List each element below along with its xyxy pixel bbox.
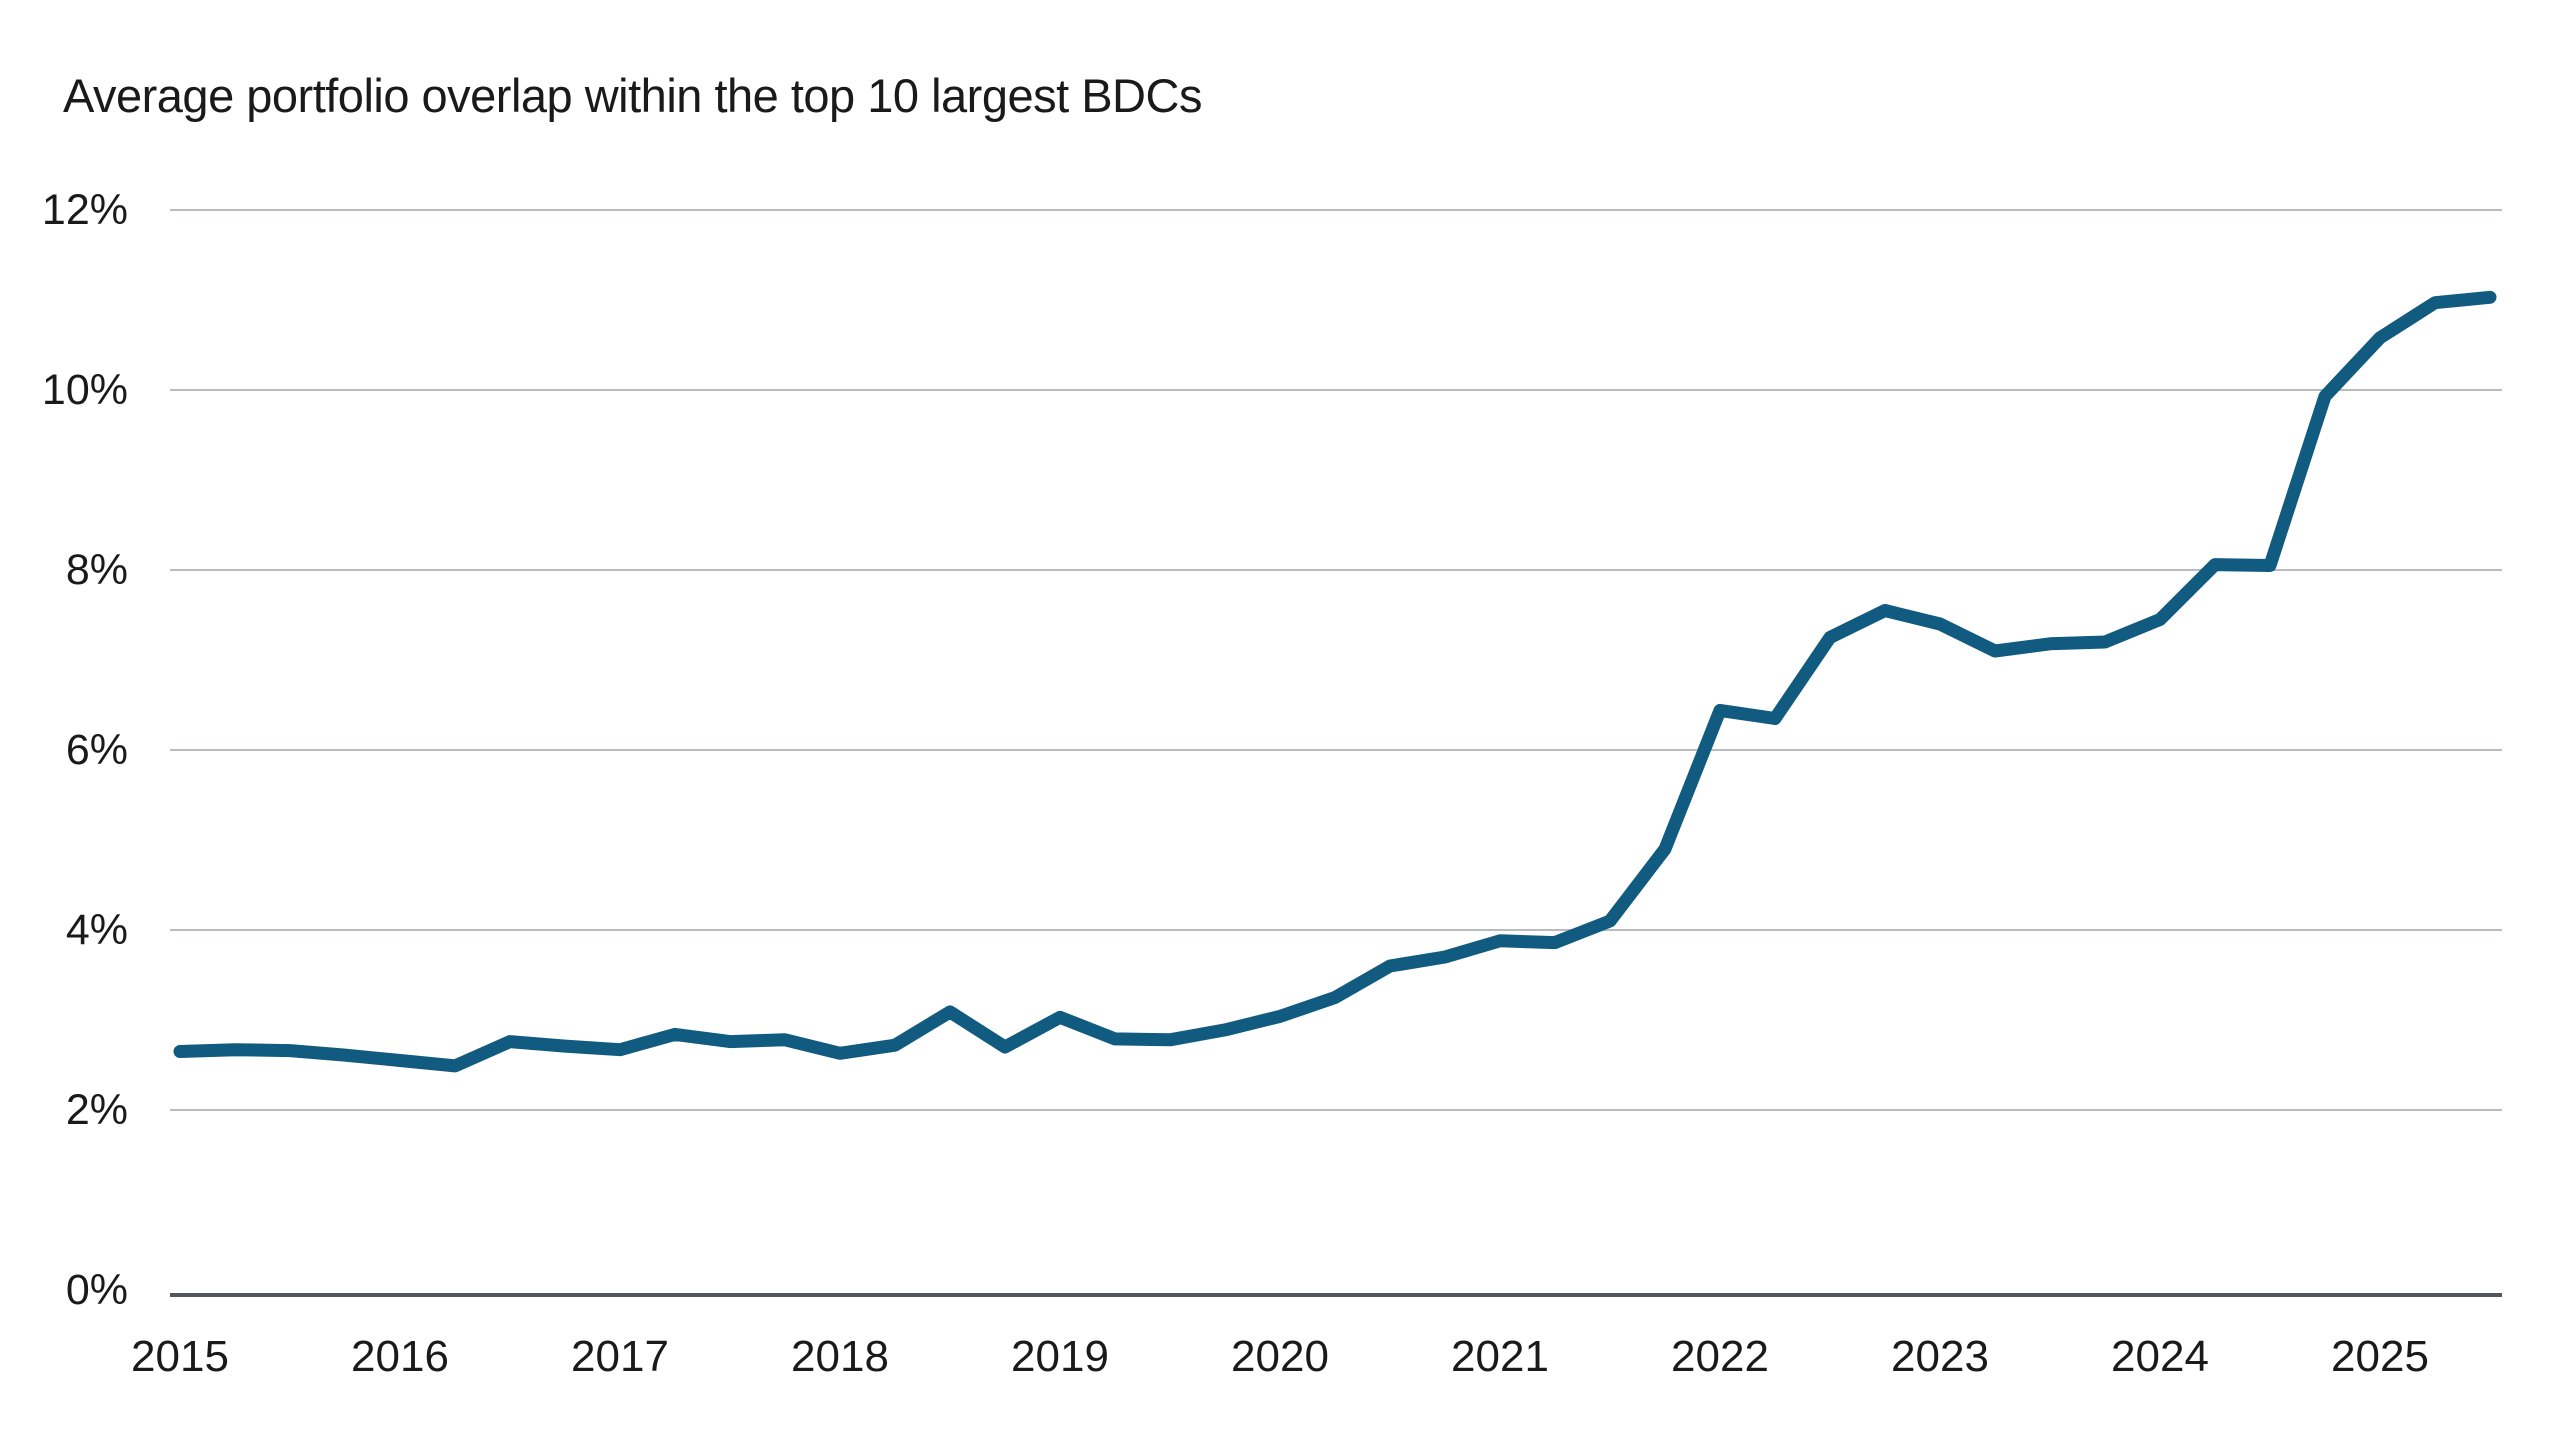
x-tick-label: 2020 xyxy=(1231,1332,1329,1381)
x-tick-label: 2025 xyxy=(2331,1332,2429,1381)
y-tick-label: 6% xyxy=(65,726,128,774)
y-tick-label: 8% xyxy=(65,546,128,594)
x-tick-label: 2018 xyxy=(791,1332,889,1381)
x-tick-label: 2024 xyxy=(2111,1332,2209,1381)
gridlines xyxy=(170,209,2502,1297)
x-tick-label: 2017 xyxy=(571,1332,669,1381)
y-tick-label: 12% xyxy=(41,186,128,234)
x-tick-label: 2015 xyxy=(131,1332,229,1381)
x-tick-label: 2019 xyxy=(1011,1332,1109,1381)
series-lines xyxy=(173,290,2497,1073)
x-tick-label: 2016 xyxy=(351,1332,449,1381)
x-tick-label: 2023 xyxy=(1891,1332,1989,1381)
y-tick-label: 10% xyxy=(41,366,128,414)
x-tick-label: 2022 xyxy=(1671,1332,1769,1381)
y-tick-label: 2% xyxy=(65,1086,128,1134)
x-tick-label: 2021 xyxy=(1451,1332,1549,1381)
y-tick-label: 0% xyxy=(65,1266,128,1314)
y-tick-label: 4% xyxy=(65,906,128,954)
overlap-line-series xyxy=(173,290,2497,1073)
chart-title: Average portfolio overlap within the top… xyxy=(63,69,1202,122)
